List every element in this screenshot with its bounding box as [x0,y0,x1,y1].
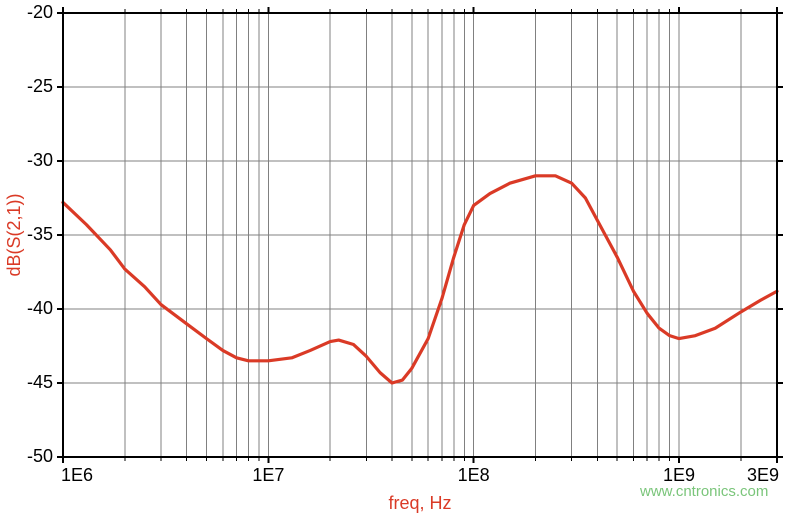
watermark-text: www.cntronics.com [639,483,768,500]
chart-svg: -50 -45 -40 -35 -30 -25 -20 1E6 1E7 1E8 1E9 3E9 freq… [0,0,786,528]
y-axis-label: dB(S(2,1)) [4,193,24,276]
x-tick-label: 3E9 [747,465,779,485]
y-tick-label: -35 [27,224,53,244]
y-tick-label: -50 [27,446,53,466]
x-tick-label: 1E6 [61,465,93,485]
y-tick-label: -40 [27,298,53,318]
x-tick-label: 1E7 [252,465,284,485]
y-tick-label: -25 [27,76,53,96]
x-axis-label: freq, Hz [388,493,451,513]
x-tick-label: 1E8 [458,465,490,485]
chart-container: -50 -45 -40 -35 -30 -25 -20 1E6 1E7 1E8 1E9 3E9 freq… [0,0,786,528]
y-tick-label: -20 [27,2,53,22]
x-tick-label: 1E9 [663,465,695,485]
y-tick-label: -45 [27,372,53,392]
y-tick-label: -30 [27,150,53,170]
